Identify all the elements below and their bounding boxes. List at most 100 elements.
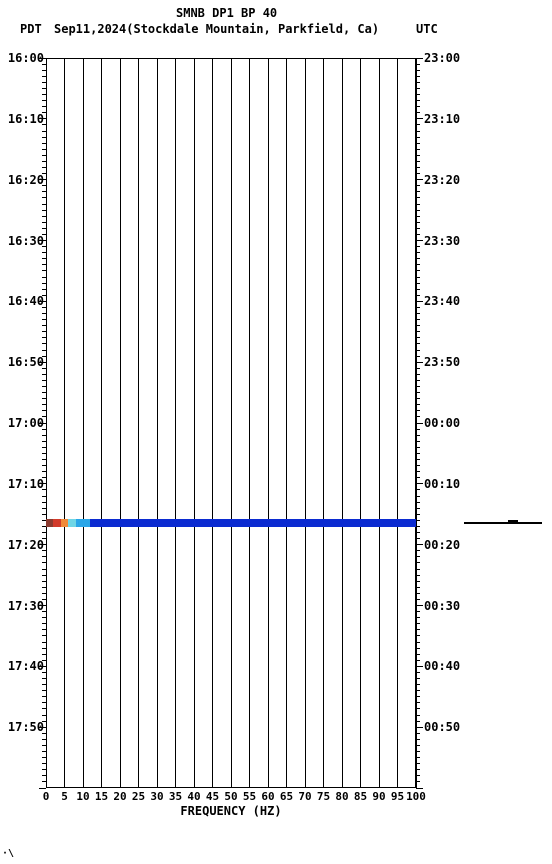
y-tick	[42, 228, 46, 229]
y-tick	[42, 593, 46, 594]
y-tick-label-left: 17:40	[8, 659, 44, 673]
y-tick	[416, 489, 420, 490]
y-tick	[416, 313, 420, 314]
x-gridline	[138, 58, 139, 788]
right-tz-label: UTC	[416, 22, 438, 36]
x-axis-title: FREQUENCY (HZ)	[180, 804, 281, 818]
y-tick	[416, 526, 420, 527]
y-tick	[416, 398, 420, 399]
y-tick	[42, 690, 46, 691]
x-tick-label: 20	[113, 790, 126, 803]
y-tick	[416, 465, 420, 466]
y-tick	[416, 258, 420, 259]
y-tick	[416, 362, 423, 363]
y-tick-label-right: 23:20	[424, 173, 460, 187]
y-tick	[42, 258, 46, 259]
x-tick-label: 25	[132, 790, 145, 803]
y-tick	[416, 708, 420, 709]
y-tick	[416, 410, 420, 411]
y-tick	[416, 459, 420, 460]
y-tick	[42, 569, 46, 570]
x-tick-label: 70	[298, 790, 311, 803]
x-tick-label: 5	[61, 790, 68, 803]
y-tick	[416, 429, 420, 430]
y-tick	[416, 757, 420, 758]
y-tick	[416, 684, 420, 685]
x-tick-label: 90	[372, 790, 385, 803]
chart-subtitle: Sep11,2024(Stockdale Mountain, Parkfield…	[54, 22, 379, 36]
x-tick-label: 15	[95, 790, 108, 803]
y-tick	[42, 471, 46, 472]
x-gridline	[101, 58, 102, 788]
y-tick	[416, 416, 420, 417]
y-tick	[42, 131, 46, 132]
y-tick	[42, 678, 46, 679]
x-gridline	[342, 58, 343, 788]
y-tick	[416, 289, 420, 290]
y-tick	[416, 715, 420, 716]
y-tick	[42, 289, 46, 290]
y-tick	[416, 356, 420, 357]
y-tick	[42, 155, 46, 156]
y-tick	[42, 556, 46, 557]
y-tick	[42, 264, 46, 265]
y-tick	[42, 696, 46, 697]
y-tick	[416, 380, 420, 381]
y-tick	[416, 745, 420, 746]
y-tick	[42, 708, 46, 709]
y-tick	[416, 118, 423, 119]
y-tick	[416, 240, 423, 241]
y-tick	[42, 94, 46, 95]
y-tick-label-right: 23:10	[424, 112, 460, 126]
x-gridline	[360, 58, 361, 788]
y-tick	[42, 447, 46, 448]
y-tick	[42, 319, 46, 320]
y-tick	[416, 295, 420, 296]
y-tick	[416, 82, 420, 83]
y-tick	[416, 277, 420, 278]
y-tick	[416, 733, 420, 734]
y-tick	[42, 204, 46, 205]
y-tick	[42, 441, 46, 442]
y-tick	[42, 562, 46, 563]
y-tick	[42, 283, 46, 284]
y-tick	[416, 447, 420, 448]
y-tick	[416, 392, 420, 393]
side-trace-line	[464, 522, 542, 524]
y-tick	[416, 76, 420, 77]
y-tick	[416, 337, 420, 338]
y-tick	[416, 124, 420, 125]
y-tick	[416, 331, 420, 332]
y-tick	[416, 727, 423, 728]
y-tick	[416, 167, 420, 168]
y-tick	[416, 502, 420, 503]
y-tick	[42, 502, 46, 503]
y-tick	[416, 185, 420, 186]
y-tick	[416, 386, 420, 387]
y-tick	[416, 648, 420, 649]
y-tick	[416, 666, 423, 667]
y-tick	[416, 629, 420, 630]
y-tick	[416, 477, 420, 478]
x-gridline	[323, 58, 324, 788]
y-tick	[416, 173, 420, 174]
y-tick	[416, 654, 420, 655]
y-tick	[416, 94, 420, 95]
y-tick	[416, 112, 420, 113]
y-tick	[42, 331, 46, 332]
y-tick	[416, 781, 420, 782]
y-tick	[416, 197, 420, 198]
x-gridline	[194, 58, 195, 788]
y-tick	[42, 197, 46, 198]
y-tick	[42, 337, 46, 338]
y-tick-label-right: 00:40	[424, 659, 460, 673]
y-tick	[42, 702, 46, 703]
y-tick-label-right: 23:30	[424, 234, 460, 248]
y-tick	[42, 465, 46, 466]
y-tick	[42, 775, 46, 776]
y-tick	[416, 617, 420, 618]
x-gridline	[157, 58, 158, 788]
y-tick	[416, 642, 420, 643]
y-tick	[42, 654, 46, 655]
y-tick	[416, 149, 420, 150]
